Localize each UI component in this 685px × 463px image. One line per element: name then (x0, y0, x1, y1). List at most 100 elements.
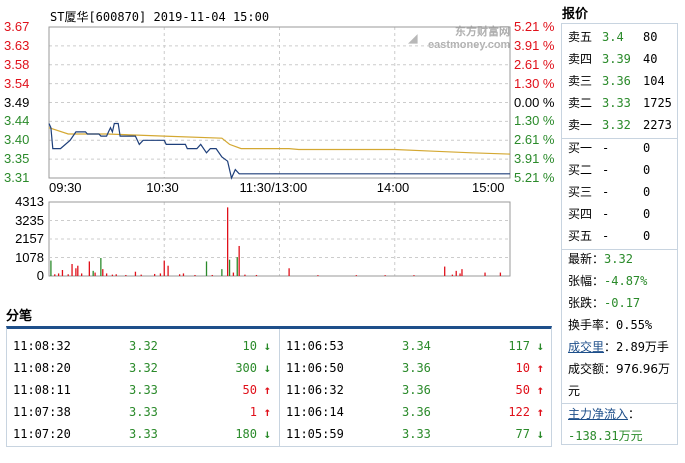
trade-amount: 成交额：976.96万元 (568, 358, 676, 402)
trade-volume: 117 (508, 339, 530, 353)
trade-time: 11:08:20 (13, 361, 71, 375)
time-label: 09:30 (49, 180, 82, 195)
quote-level-label: 买四 (568, 207, 593, 221)
arrow-down-icon: ↓ (263, 427, 271, 441)
percent-label: 2.61 % (514, 132, 555, 148)
trade-volume: 10 (242, 339, 257, 353)
percent-label: 3.91 % (514, 37, 555, 53)
trade-time: 11:08:11 (13, 383, 71, 397)
trade-volume-stat-colon: ： (604, 340, 617, 354)
turnover-rate-value: 0.55% (616, 318, 653, 332)
trade-price: 3.36 (402, 383, 431, 397)
trade-price: 3.32 (129, 339, 158, 353)
divider (562, 403, 677, 404)
quote-row: 卖四 3.39 40 (568, 48, 678, 70)
intraday-chart (48, 26, 511, 277)
trade-volume: 122 (508, 405, 530, 419)
arrow-up-icon: ↑ (263, 383, 271, 397)
quote-volume: 1725 (643, 96, 672, 110)
price-label: 3.31 (4, 170, 30, 185)
trade-volume: 50 (242, 383, 257, 397)
latest-price: 最新：3.32 (568, 248, 678, 270)
quote-level-label: 买三 (568, 185, 593, 199)
trade-amount-label: 成交额： (568, 362, 617, 376)
trades-title: 分笔 (6, 309, 33, 324)
percent-label: 5.21 % (514, 170, 555, 185)
trade-volume-stat-label[interactable]: 成交里 (568, 340, 605, 354)
quote-price: 3.4 (602, 30, 624, 44)
quote-volume: 80 (643, 30, 658, 44)
arrow-up-icon: ↑ (536, 361, 544, 375)
trade-price: 3.34 (402, 339, 431, 353)
price-label: 3.35 (4, 151, 30, 167)
quote-price: - (602, 185, 610, 199)
trade-price: 3.33 (129, 383, 158, 397)
trade-volume: 300 (235, 361, 257, 375)
quote-level-label: 卖一 (568, 118, 593, 132)
percent-label: 1.30 % (514, 75, 555, 91)
trade-row: 11:08:32 3.32 10 ↓ (7, 335, 279, 357)
quote-level-label: 买一 (568, 141, 593, 155)
price-label: 3.44 (4, 113, 30, 129)
trade-row: 11:06:50 3.36 10 ↑ (280, 357, 552, 379)
main-net-inflow: 主力净流入： (568, 403, 678, 425)
quote-row: 卖三 3.36 104 (568, 70, 678, 92)
main-net-inflow-label[interactable]: 主力净流入 (568, 407, 629, 421)
arrow-down-icon: ↓ (536, 427, 544, 441)
trade-time: 11:06:32 (286, 383, 344, 397)
trade-row: 11:08:11 3.33 50 ↑ (7, 379, 279, 401)
quote-price: - (602, 163, 610, 177)
price-label: 3.63 (4, 37, 30, 53)
trade-row: 11:06:32 3.36 50 ↑ (280, 379, 552, 401)
price-change-value: -0.17 (604, 296, 641, 310)
quote-level-label: 卖五 (568, 30, 593, 44)
quote-volume: 40 (643, 52, 658, 66)
arrow-up-icon: ↑ (536, 383, 544, 397)
quote-price: - (602, 229, 610, 243)
quote-volume: 104 (643, 74, 665, 88)
trades-column-right: 11:06:53 3.34 117 ↓ 11:06:50 3.36 10 ↑ 11:06:32 3… (279, 329, 552, 446)
percent-label: 5.21 % (514, 19, 555, 34)
price-label: 3.58 (4, 56, 30, 72)
volume-label: 0 (36, 268, 44, 283)
trades-column-left: 11:08:32 3.32 10 ↓ 11:08:20 3.32 300 ↓ 11:08:11 3… (7, 329, 279, 446)
change-percent-value: -4.87% (604, 274, 648, 288)
trade-row: 11:08:20 3.32 300 ↓ (7, 357, 279, 379)
trade-time: 11:05:59 (286, 427, 344, 441)
trade-volume-stat-value: 2.89万手 (616, 340, 669, 354)
arrow-up-icon: ↑ (536, 405, 544, 419)
percent-label: 3.91 % (514, 151, 555, 167)
price-label: 3.40 (4, 132, 30, 148)
quote-volume: 2273 (643, 118, 672, 132)
trade-price: 3.36 (402, 405, 431, 419)
quote-level-label: 买二 (568, 163, 593, 177)
trade-row: 11:07:20 3.33 180 ↓ (7, 423, 279, 445)
quote-price: - (602, 207, 610, 221)
trade-row: 11:06:14 3.36 122 ↑ (280, 401, 552, 423)
trade-time: 11:07:20 (13, 427, 71, 441)
price-label: 3.54 (4, 75, 30, 91)
trade-price: 3.33 (129, 427, 158, 441)
quote-row: 买二 - 0 (568, 159, 678, 181)
quote-row: 卖五 3.4 80 (568, 26, 678, 48)
volume-label: 2157 (15, 231, 44, 246)
time-label: 11:30/13:00 (239, 180, 308, 195)
quote-level-label: 卖四 (568, 52, 593, 66)
trade-volume-stat: 成交里：2.89万手 (568, 336, 678, 358)
trades-table: 11:08:32 3.32 10 ↓ 11:08:20 3.32 300 ↓ 11:08:11 3… (6, 326, 552, 447)
turnover-rate-label: 换手率： (568, 318, 617, 332)
trade-price: 3.33 (402, 427, 431, 441)
main-net-inflow-row: -138.31万元 (568, 425, 678, 447)
time-label: 15:00 (472, 180, 505, 195)
trade-price: 3.32 (129, 361, 158, 375)
price-label: 3.49 (4, 94, 30, 110)
main-net-inflow-value: -138.31万元 (568, 429, 643, 443)
time-label: 10:30 (146, 180, 179, 195)
quote-price: 3.32 (602, 118, 631, 132)
quote-price: 3.36 (602, 74, 631, 88)
trade-time: 11:06:14 (286, 405, 344, 419)
quote-level-label: 卖三 (568, 74, 593, 88)
quote-row: 卖二 3.33 1725 (568, 92, 678, 114)
price-change-label: 张跌： (568, 296, 605, 310)
trade-volume: 180 (235, 427, 257, 441)
